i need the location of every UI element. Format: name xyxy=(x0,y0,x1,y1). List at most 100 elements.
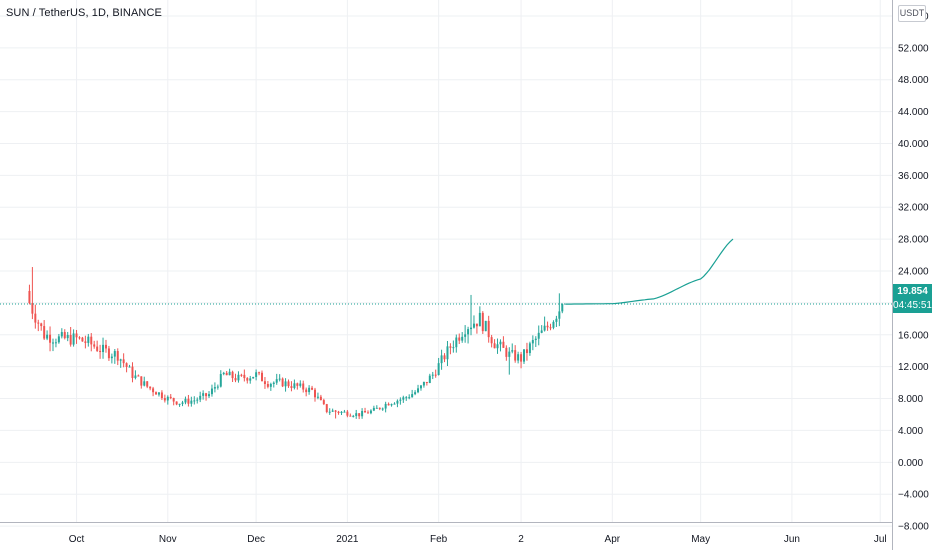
candle-body xyxy=(234,378,237,381)
candle-body xyxy=(372,407,375,411)
candle-body xyxy=(470,327,473,330)
candle-body xyxy=(243,374,246,379)
currency-badge[interactable]: USDT xyxy=(898,5,926,22)
candle-body xyxy=(396,400,399,404)
bar-countdown: 04:45:51 xyxy=(893,300,932,311)
y-tick-label: 36.000 xyxy=(898,171,929,182)
candle-body xyxy=(358,413,361,417)
candle-body xyxy=(346,411,349,416)
candle-body xyxy=(561,304,564,312)
candle-body xyxy=(478,312,481,327)
candle-body xyxy=(428,375,431,383)
candle-body xyxy=(90,336,93,345)
candle-body xyxy=(240,374,243,376)
candle-body xyxy=(328,411,331,413)
candle-body xyxy=(131,366,134,379)
candle-body xyxy=(499,341,502,345)
candle-body xyxy=(128,366,131,368)
candle-body xyxy=(531,340,534,344)
candle-body xyxy=(414,392,417,395)
candle-body xyxy=(455,337,458,348)
candle-body xyxy=(308,387,311,393)
candle-body xyxy=(75,333,78,338)
candle-body xyxy=(520,354,523,362)
candle-body xyxy=(393,403,396,405)
y-tick-label: −8.000 xyxy=(898,522,929,533)
candle-body xyxy=(202,393,205,396)
candle-body xyxy=(49,334,52,343)
y-tick-label: 48.000 xyxy=(898,75,929,86)
candle-body xyxy=(366,412,369,414)
candle-body xyxy=(31,303,34,314)
candle-body xyxy=(40,323,43,327)
candle-body xyxy=(119,359,122,361)
x-tick-label: Feb xyxy=(430,534,448,545)
candle-body xyxy=(237,374,240,381)
candle-body xyxy=(431,374,434,376)
y-tick-label: 12.000 xyxy=(898,362,929,373)
candle-body xyxy=(140,376,143,386)
candle-body xyxy=(157,392,160,395)
candle-body xyxy=(252,376,255,379)
x-tick-label: Dec xyxy=(247,534,265,545)
grid xyxy=(0,0,892,527)
candle-body xyxy=(199,395,202,400)
y-tick-label: 32.000 xyxy=(898,203,929,214)
candle-body xyxy=(63,332,66,339)
candle-body xyxy=(166,396,169,401)
candle-body xyxy=(172,398,175,402)
candle-body xyxy=(290,386,293,388)
candle-body xyxy=(104,344,107,349)
candle-body xyxy=(137,375,140,377)
candle-body xyxy=(405,397,408,399)
symbol-title[interactable]: SUN / TetherUS, 1D, BINANCE xyxy=(6,7,162,19)
candle-body xyxy=(458,337,461,341)
candle-body xyxy=(464,334,467,337)
candle-body xyxy=(149,386,152,389)
candle-body xyxy=(57,336,60,343)
x-tick-label: Apr xyxy=(605,534,621,545)
candle-body xyxy=(81,337,84,342)
x-tick-label: 2021 xyxy=(336,534,359,545)
candle-body xyxy=(443,355,446,360)
candle-body xyxy=(299,383,302,386)
candle-body xyxy=(51,342,54,344)
candle-body xyxy=(311,387,314,390)
projection-curve xyxy=(565,238,734,305)
candle-body xyxy=(54,342,57,344)
candle-body xyxy=(417,388,420,393)
candle-body xyxy=(505,347,508,357)
x-tick-label: 2 xyxy=(518,534,524,545)
candle-body xyxy=(175,401,178,405)
candles xyxy=(28,267,564,420)
candle-body xyxy=(496,344,499,349)
candle-body xyxy=(490,337,493,344)
candle-body xyxy=(143,381,146,386)
candle-body xyxy=(534,338,537,341)
candle-body xyxy=(72,333,75,345)
candle-body xyxy=(449,346,452,348)
candle-body xyxy=(281,378,284,387)
candle-body xyxy=(475,323,478,327)
candle-body xyxy=(266,384,269,387)
candle-body xyxy=(540,330,543,333)
candle-body xyxy=(99,350,102,353)
candle-body xyxy=(263,381,266,385)
candle-body xyxy=(205,393,208,397)
y-tick-label: 52.000 xyxy=(898,43,929,54)
candle-body xyxy=(425,381,428,383)
candle-body xyxy=(525,349,528,354)
candle-body xyxy=(364,411,367,413)
candle-body xyxy=(146,381,149,387)
candle-body xyxy=(155,392,158,395)
candle-body xyxy=(134,375,137,379)
candle-body xyxy=(78,337,81,339)
candle-body xyxy=(316,396,319,398)
candle-body xyxy=(325,404,328,412)
candle-body xyxy=(552,321,555,328)
candle-body xyxy=(190,400,193,404)
y-tick-label: 8.000 xyxy=(898,394,923,405)
